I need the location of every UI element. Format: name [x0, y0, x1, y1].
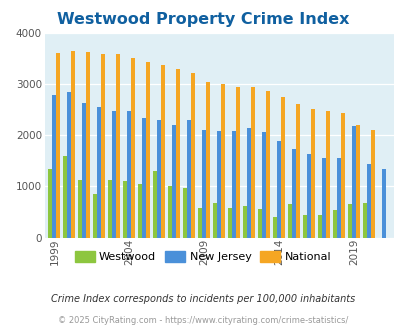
Bar [142, 118, 146, 238]
Bar [213, 203, 217, 238]
Bar [281, 97, 285, 238]
Bar [131, 58, 135, 238]
Bar [221, 84, 225, 238]
Bar [183, 188, 187, 238]
Bar [168, 186, 172, 238]
Bar [202, 130, 206, 238]
Bar [228, 209, 232, 238]
Bar [97, 107, 101, 238]
Bar [48, 169, 52, 238]
Bar [198, 209, 202, 238]
Bar [153, 171, 157, 238]
Bar [82, 103, 86, 238]
Bar [306, 154, 310, 238]
Bar [273, 217, 277, 238]
Bar [52, 95, 56, 238]
Bar [317, 214, 321, 238]
Bar [206, 82, 210, 238]
Bar [296, 104, 299, 238]
Bar [336, 158, 340, 238]
Bar [332, 210, 336, 238]
Bar [56, 53, 60, 238]
Bar [266, 91, 270, 238]
Bar [67, 92, 71, 238]
Bar [112, 111, 116, 238]
Bar [172, 125, 176, 238]
Legend: Westwood, New Jersey, National: Westwood, New Jersey, National [70, 247, 335, 267]
Bar [258, 210, 262, 238]
Bar [236, 87, 240, 238]
Text: Crime Index corresponds to incidents per 100,000 inhabitants: Crime Index corresponds to incidents per… [51, 294, 354, 304]
Bar [243, 206, 247, 238]
Bar [161, 65, 165, 238]
Bar [176, 69, 180, 238]
Bar [157, 120, 161, 238]
Bar [146, 62, 150, 238]
Bar [347, 204, 351, 238]
Bar [262, 132, 266, 238]
Bar [93, 194, 97, 238]
Bar [116, 54, 120, 238]
Bar [277, 141, 281, 238]
Bar [138, 184, 142, 238]
Bar [381, 169, 385, 238]
Bar [123, 181, 127, 238]
Bar [310, 109, 314, 238]
Bar [303, 214, 306, 238]
Bar [78, 180, 82, 238]
Bar [340, 113, 344, 238]
Bar [108, 180, 112, 238]
Bar [247, 128, 251, 238]
Bar [71, 51, 75, 238]
Bar [362, 203, 366, 238]
Bar [187, 120, 191, 238]
Bar [355, 125, 359, 238]
Bar [232, 131, 236, 238]
Bar [86, 52, 90, 238]
Bar [370, 130, 374, 238]
Bar [101, 54, 105, 238]
Text: Westwood Property Crime Index: Westwood Property Crime Index [57, 12, 348, 26]
Bar [127, 111, 131, 238]
Bar [217, 131, 221, 238]
Bar [191, 73, 195, 238]
Bar [292, 149, 296, 238]
Bar [351, 126, 355, 238]
Bar [366, 164, 370, 238]
Bar [325, 111, 329, 238]
Bar [63, 156, 67, 238]
Bar [288, 204, 292, 238]
Text: © 2025 CityRating.com - https://www.cityrating.com/crime-statistics/: © 2025 CityRating.com - https://www.city… [58, 315, 347, 325]
Bar [321, 158, 325, 238]
Bar [251, 87, 255, 238]
